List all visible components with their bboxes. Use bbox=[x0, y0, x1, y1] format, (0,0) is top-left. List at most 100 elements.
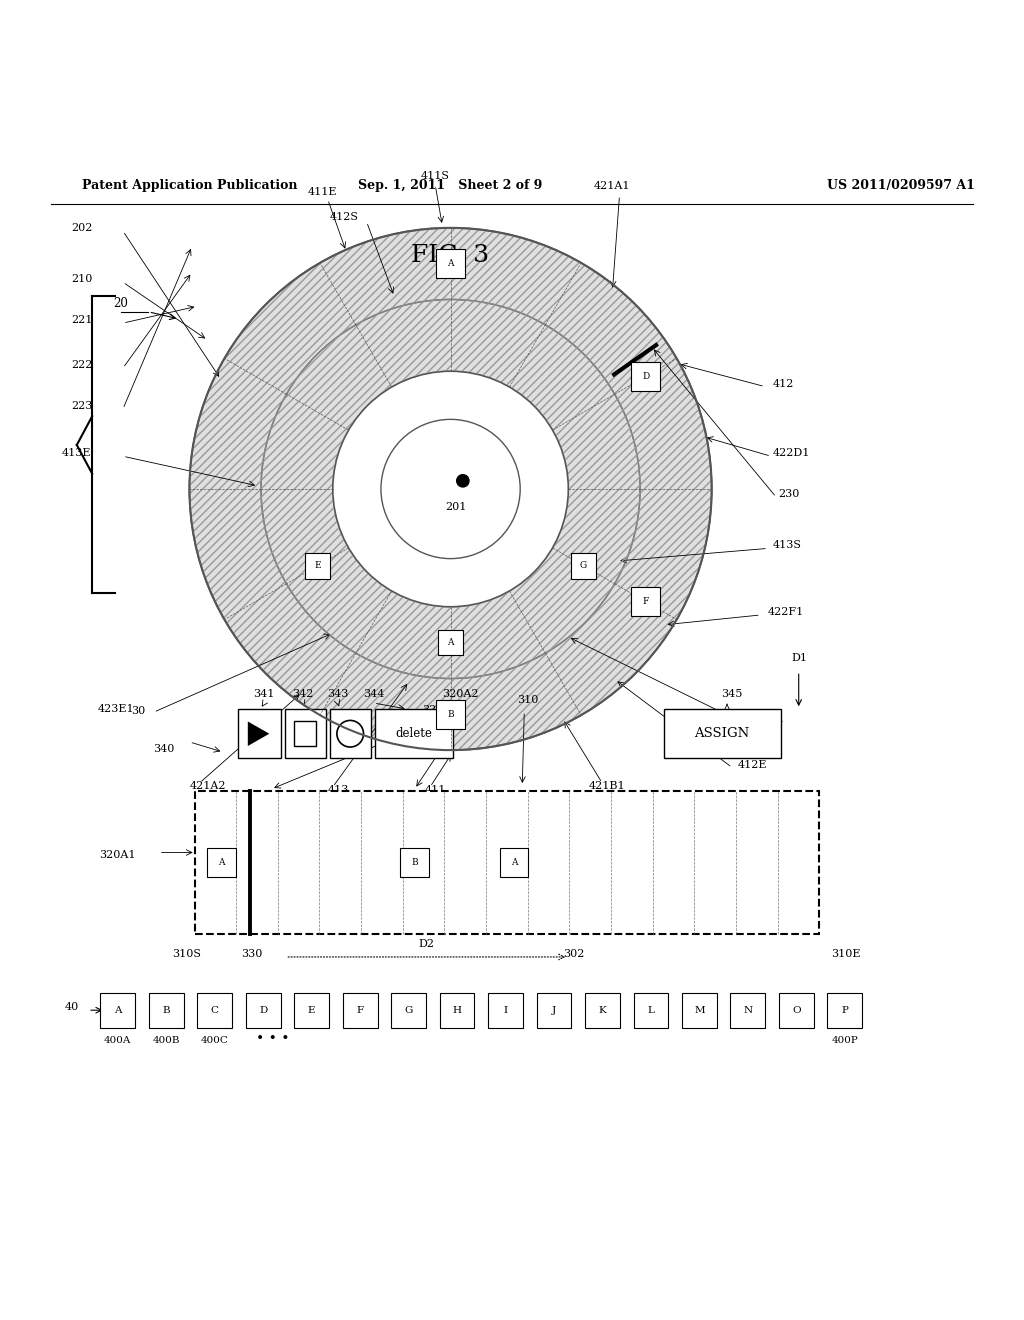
Text: 40: 40 bbox=[65, 1002, 79, 1012]
Bar bbox=[100, 993, 135, 1027]
Text: 413: 413 bbox=[328, 785, 349, 795]
Text: 412S: 412S bbox=[330, 211, 358, 222]
Text: 400A: 400A bbox=[104, 1036, 131, 1045]
Bar bbox=[391, 993, 426, 1027]
Bar bbox=[488, 993, 523, 1027]
Text: 341: 341 bbox=[254, 689, 274, 698]
Circle shape bbox=[261, 300, 640, 678]
Bar bbox=[246, 993, 281, 1027]
Text: D1: D1 bbox=[792, 653, 808, 663]
Text: 20: 20 bbox=[114, 297, 128, 310]
Text: D: D bbox=[642, 372, 649, 381]
Bar bbox=[537, 993, 571, 1027]
Text: F: F bbox=[642, 597, 649, 606]
Bar bbox=[779, 993, 814, 1027]
Text: 201: 201 bbox=[445, 503, 466, 512]
Text: 422D1: 422D1 bbox=[773, 449, 810, 458]
Bar bbox=[436, 249, 465, 279]
Text: 423E1: 423E1 bbox=[97, 705, 134, 714]
Bar bbox=[632, 587, 660, 616]
Text: 344: 344 bbox=[364, 689, 384, 698]
Text: G: G bbox=[580, 561, 587, 570]
Text: US 2011/0209597 A1: US 2011/0209597 A1 bbox=[827, 180, 975, 193]
Text: 330: 330 bbox=[241, 949, 262, 958]
Bar bbox=[664, 709, 781, 758]
Text: 421B1: 421B1 bbox=[589, 781, 626, 791]
Bar bbox=[207, 849, 236, 876]
Text: I: I bbox=[504, 1006, 508, 1015]
Bar bbox=[730, 993, 765, 1027]
Text: 342: 342 bbox=[293, 689, 313, 698]
Text: F: F bbox=[356, 1006, 364, 1015]
Bar bbox=[148, 993, 183, 1027]
Text: 413S: 413S bbox=[773, 540, 802, 550]
Text: delete: delete bbox=[395, 727, 432, 741]
Text: 310S: 310S bbox=[172, 949, 201, 958]
Text: B: B bbox=[447, 710, 454, 719]
Bar bbox=[585, 993, 620, 1027]
Text: A: A bbox=[447, 259, 454, 268]
Text: 400P: 400P bbox=[831, 1036, 858, 1045]
Text: 230: 230 bbox=[778, 490, 800, 499]
Wedge shape bbox=[189, 228, 712, 750]
Bar bbox=[438, 630, 463, 656]
Text: 320A1: 320A1 bbox=[99, 850, 136, 859]
Text: Patent Application Publication: Patent Application Publication bbox=[82, 180, 297, 193]
Text: E: E bbox=[314, 561, 321, 570]
Text: ASSIGN: ASSIGN bbox=[694, 727, 750, 741]
Text: A: A bbox=[114, 1006, 122, 1015]
Bar bbox=[400, 849, 429, 876]
Text: 320B1: 320B1 bbox=[422, 705, 459, 715]
Text: O: O bbox=[792, 1006, 801, 1015]
Bar bbox=[500, 849, 528, 876]
Bar bbox=[343, 993, 378, 1027]
Text: 343: 343 bbox=[328, 689, 348, 698]
Text: J: J bbox=[552, 1006, 556, 1015]
Text: • • •: • • • bbox=[256, 1032, 290, 1045]
Text: 320A2: 320A2 bbox=[442, 689, 479, 698]
Text: 411S: 411S bbox=[421, 170, 450, 181]
Bar bbox=[294, 722, 316, 746]
Text: 302: 302 bbox=[563, 949, 584, 958]
Text: N: N bbox=[743, 1006, 753, 1015]
Bar bbox=[198, 993, 232, 1027]
Text: C: C bbox=[211, 1006, 219, 1015]
Text: 221: 221 bbox=[72, 315, 93, 325]
Bar bbox=[634, 993, 669, 1027]
Text: B: B bbox=[412, 858, 418, 867]
Bar bbox=[195, 791, 819, 935]
Text: E: E bbox=[308, 1006, 315, 1015]
Text: P: P bbox=[842, 1006, 848, 1015]
Bar bbox=[285, 709, 326, 758]
Text: 400C: 400C bbox=[201, 1036, 228, 1045]
Circle shape bbox=[381, 420, 520, 558]
Text: 411E: 411E bbox=[308, 187, 337, 197]
Bar bbox=[375, 709, 453, 758]
Text: 412E: 412E bbox=[737, 759, 767, 770]
Text: A: A bbox=[447, 638, 454, 647]
Bar bbox=[439, 993, 474, 1027]
Text: 421A1: 421A1 bbox=[594, 181, 631, 191]
Text: K: K bbox=[599, 1006, 606, 1015]
Text: 340: 340 bbox=[154, 744, 175, 754]
Text: H: H bbox=[453, 1006, 462, 1015]
Text: 412: 412 bbox=[773, 379, 795, 388]
Bar bbox=[682, 993, 717, 1027]
Bar bbox=[436, 700, 465, 729]
Bar bbox=[632, 362, 660, 391]
Text: 422F1: 422F1 bbox=[768, 607, 804, 616]
Text: A: A bbox=[511, 858, 517, 867]
Text: 310: 310 bbox=[517, 696, 538, 705]
Text: 202: 202 bbox=[72, 223, 93, 232]
Circle shape bbox=[457, 475, 469, 487]
Text: M: M bbox=[694, 1006, 705, 1015]
Text: FIG. 3: FIG. 3 bbox=[412, 244, 489, 267]
Bar bbox=[827, 993, 862, 1027]
Bar bbox=[570, 553, 596, 578]
Text: 413E: 413E bbox=[61, 449, 91, 458]
Text: 421A2: 421A2 bbox=[189, 781, 226, 791]
Text: 30: 30 bbox=[131, 706, 145, 717]
Text: 223: 223 bbox=[72, 401, 93, 411]
Text: 345: 345 bbox=[722, 689, 742, 698]
Bar bbox=[294, 993, 329, 1027]
